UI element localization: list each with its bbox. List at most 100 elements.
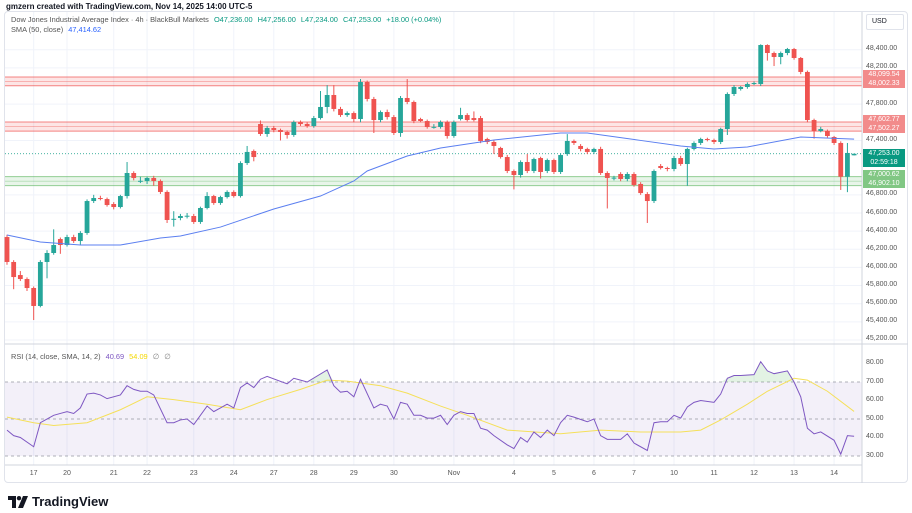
time-axis-label: 29 — [349, 470, 358, 477]
candle-body — [771, 53, 777, 57]
candle — [438, 120, 443, 129]
ohlc-close: C47,253.00 — [342, 15, 382, 24]
candle — [271, 125, 277, 133]
time-axis-label: 13 — [790, 470, 798, 477]
time-axis-label: 30 — [389, 470, 398, 477]
candle — [704, 137, 710, 142]
candle — [418, 117, 423, 123]
candle — [564, 134, 570, 156]
candle — [11, 260, 17, 290]
candle-body — [264, 128, 270, 134]
candle — [798, 56, 804, 75]
candle-body — [204, 196, 210, 209]
currency-selector[interactable]: USD — [866, 14, 904, 30]
candle-body — [258, 124, 263, 134]
price-axis-label: 46,800.00 — [866, 190, 898, 198]
candle — [278, 128, 283, 141]
candle — [398, 95, 403, 137]
candle — [711, 138, 717, 145]
candle-body — [744, 84, 750, 88]
candle-body — [338, 108, 343, 116]
zone-bottom-price-tag: 48,002.33 — [863, 78, 905, 88]
last-price-tag: 47,253.00 — [863, 148, 905, 158]
candle — [238, 161, 243, 198]
tradingview-logo[interactable]: TradingView — [8, 494, 108, 509]
rsi-label: RSI (14, close, SMA, 14, 2) — [11, 352, 101, 361]
candle — [578, 144, 584, 152]
candle-body — [691, 142, 697, 149]
candle-body — [238, 163, 243, 197]
candle — [404, 79, 410, 105]
candle — [138, 176, 143, 184]
candle — [644, 192, 650, 223]
candle-body — [358, 82, 363, 120]
time-axis-label: 4 — [511, 470, 516, 477]
candle — [744, 82, 750, 89]
rsi-axis-label: 40.00 — [866, 433, 884, 440]
candle-body — [178, 215, 183, 218]
candle — [784, 47, 790, 56]
candle — [117, 194, 123, 209]
candle — [324, 85, 330, 114]
candle — [538, 156, 543, 179]
candle-body — [584, 148, 590, 152]
chart-credit: gmzern created with TradingView.com, Nov… — [6, 2, 253, 11]
candle-body — [571, 140, 577, 143]
candle — [378, 110, 383, 123]
candle-body — [218, 197, 223, 204]
candle — [364, 80, 370, 102]
candle — [331, 85, 337, 112]
candle-body — [831, 136, 837, 143]
candle-body — [424, 121, 430, 128]
rsi-overbought-fill — [307, 369, 341, 382]
candle — [338, 106, 343, 117]
price-axis-label: 46,600.00 — [866, 208, 898, 216]
candle — [198, 206, 203, 224]
candle-body — [478, 118, 483, 141]
candle-body — [778, 53, 784, 57]
candle-body — [4, 237, 10, 262]
candle-body — [458, 115, 463, 120]
candle-body — [704, 138, 710, 140]
candle — [651, 169, 657, 204]
candle-body — [838, 142, 844, 177]
candle-body — [278, 130, 283, 133]
candle-body — [684, 148, 690, 165]
candle-body — [131, 173, 137, 178]
candle-body — [491, 141, 497, 146]
symbol-title: Dow Jones Industrial Average Index · 4h … — [11, 15, 209, 24]
rsi-sma-value: 54.09 — [129, 352, 148, 361]
candle — [684, 147, 690, 186]
ohlc-change: +18.00 (+0.04%) — [386, 15, 442, 24]
sma-label: SMA (50, close) — [11, 25, 64, 34]
candle — [478, 115, 483, 144]
candle-body — [77, 232, 83, 242]
candle — [411, 100, 417, 124]
candle-body — [351, 113, 357, 120]
candle-body — [17, 275, 23, 280]
candle — [511, 169, 517, 190]
candle-body — [498, 147, 503, 158]
candle-body — [724, 93, 730, 130]
candle-body — [444, 122, 450, 136]
candle — [518, 160, 523, 178]
candle-body — [91, 198, 97, 202]
candle-body — [304, 124, 310, 127]
zone-top-price-tag: 48,099.54 — [863, 69, 905, 79]
rsi-sma-line — [6, 377, 855, 435]
candle — [764, 44, 770, 61]
candle — [551, 158, 557, 174]
candle-body — [784, 49, 790, 53]
candle — [371, 96, 377, 133]
symbol-legend[interactable]: Dow Jones Industrial Average Index · 4h … — [11, 15, 441, 24]
candle-body — [164, 191, 170, 220]
rsi-legend[interactable]: RSI (14, close, SMA, 14, 2) 40.69 54.09 … — [11, 352, 171, 361]
time-axis-label: 21 — [109, 470, 118, 477]
candle — [778, 51, 784, 65]
candle-body — [251, 150, 257, 158]
candle-body — [144, 177, 150, 181]
candle — [131, 171, 137, 181]
candle — [718, 127, 724, 145]
sma-legend[interactable]: SMA (50, close) 47,414.62 — [11, 25, 101, 34]
